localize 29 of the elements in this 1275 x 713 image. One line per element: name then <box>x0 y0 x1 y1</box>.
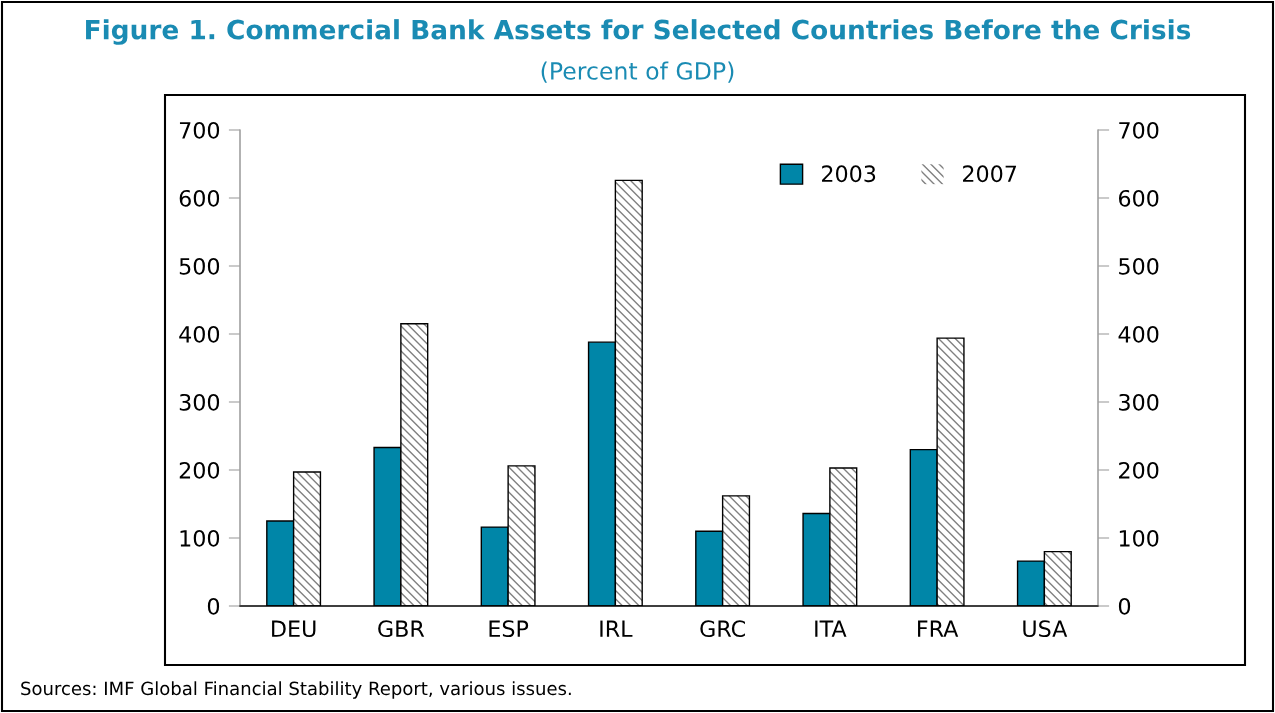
y2-tick-label: 300 <box>1119 393 1159 411</box>
x-tick-label: IRL <box>600 620 633 637</box>
chart-subtitle: (Percent of GDP) <box>541 61 734 83</box>
x-tick-label: FRA <box>918 620 959 637</box>
y2-tick-label: 400 <box>1118 325 1159 343</box>
y2-tick-label: 600 <box>1119 189 1159 207</box>
y-tick-label: 100 <box>180 529 220 547</box>
y2-tick-label: 0 <box>1118 597 1131 615</box>
x-tick-label: GRC <box>700 620 745 638</box>
y-tick-label: 200 <box>179 461 220 479</box>
y2-tick-label: 100 <box>1119 529 1159 547</box>
y-tick-label: 500 <box>179 257 220 275</box>
y-tick-label: 0 <box>207 597 220 615</box>
x-tick-label: ESP <box>489 620 529 638</box>
x-tick-label: USA <box>1023 620 1068 638</box>
y2-tick-label: 200 <box>1119 461 1159 479</box>
y2-tick-label: 700 <box>1119 121 1159 139</box>
y-tick-label: 300 <box>179 393 220 411</box>
y2-tick-label: 500 <box>1119 257 1159 275</box>
x-tick-label: ITA <box>815 620 847 637</box>
x-tick-label: GBR <box>378 620 425 638</box>
y-tick-label: 600 <box>179 189 220 207</box>
source-note: Sources: IMF Global Financial Stability Report, various issues. <box>21 681 571 699</box>
chart-title: Figure 1. Commercial Bank Assets for Selected Countries Before the Crisis <box>86 19 1191 45</box>
legend-label: 2003 <box>822 165 876 183</box>
y-tick-label: 700 <box>179 121 220 139</box>
y-tick-label: 400 <box>179 325 220 343</box>
x-tick-label: DEU <box>272 620 316 638</box>
legend-label: 2007 <box>963 165 1017 183</box>
